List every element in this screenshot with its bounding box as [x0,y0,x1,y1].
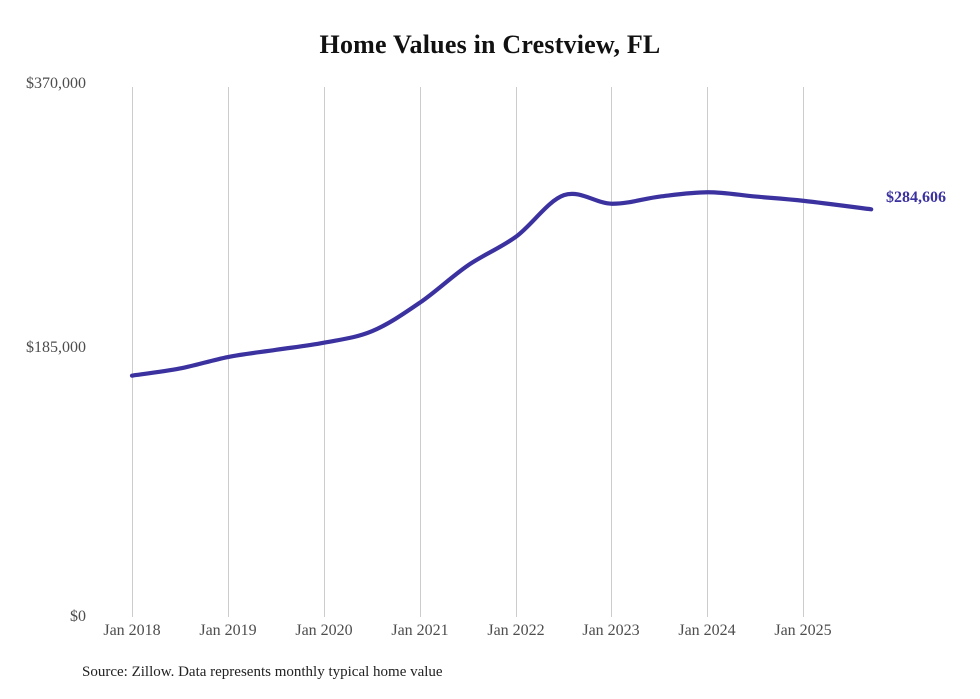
source-note: Source: Zillow. Data represents monthly … [82,664,443,680]
x-axis-tick-jan-2024: Jan 2024 [678,622,736,639]
x-axis-tick-jan-2023: Jan 2023 [582,622,640,639]
y-axis-tick-top: $370,000 [26,75,86,92]
x-axis-tick-jan-2022: Jan 2022 [487,622,545,639]
home-value-line-series [129,190,874,378]
chart-title: Home Values in Crestview, FL [319,30,661,59]
x-axis-tick-jan-2021: Jan 2021 [391,622,449,639]
x-axis-tick-jan-2025: Jan 2025 [774,622,832,639]
x-axis-tick-jan-2018: Jan 2018 [103,622,161,639]
gridlines [132,87,804,617]
y-axis-tick-zero: $0 [70,608,86,625]
y-axis-tick-mid: $185,000 [26,339,86,356]
x-axis-tick-jan-2020: Jan 2020 [295,622,353,639]
x-axis-tick-jan-2019: Jan 2019 [199,622,257,639]
end-value-annotation: $284,606 [886,189,946,206]
